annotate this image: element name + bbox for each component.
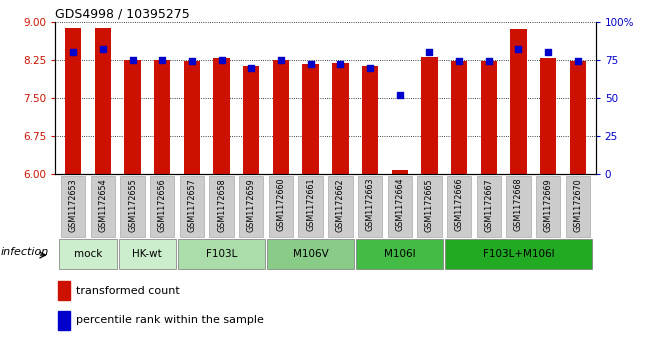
Text: GSM1172664: GSM1172664	[395, 178, 404, 232]
Bar	[332, 64, 348, 174]
FancyBboxPatch shape	[210, 175, 234, 237]
FancyBboxPatch shape	[387, 175, 412, 237]
Bar	[65, 28, 81, 174]
Text: GSM1172663: GSM1172663	[365, 178, 374, 232]
Text: GSM1172665: GSM1172665	[425, 178, 434, 232]
Bar	[362, 66, 378, 174]
Text: GSM1172668: GSM1172668	[514, 178, 523, 232]
Bar	[124, 60, 141, 174]
FancyBboxPatch shape	[298, 175, 323, 237]
Bar	[510, 29, 527, 174]
Text: GSM1172654: GSM1172654	[98, 178, 107, 232]
FancyBboxPatch shape	[447, 175, 471, 237]
Bar	[421, 57, 437, 174]
Point	[573, 58, 583, 64]
FancyBboxPatch shape	[328, 175, 352, 237]
Point	[484, 58, 494, 64]
FancyBboxPatch shape	[59, 239, 117, 269]
Point	[98, 46, 108, 52]
Text: GSM1172661: GSM1172661	[306, 178, 315, 232]
FancyBboxPatch shape	[178, 239, 265, 269]
FancyBboxPatch shape	[180, 175, 204, 237]
Bar	[303, 64, 319, 174]
Text: GSM1172653: GSM1172653	[68, 178, 77, 232]
Text: GSM1172657: GSM1172657	[187, 178, 197, 232]
FancyBboxPatch shape	[120, 175, 145, 237]
Text: GSM1172662: GSM1172662	[336, 178, 345, 232]
Text: percentile rank within the sample: percentile rank within the sample	[76, 315, 264, 325]
FancyBboxPatch shape	[445, 239, 592, 269]
FancyBboxPatch shape	[267, 239, 354, 269]
FancyBboxPatch shape	[566, 175, 590, 237]
Text: GSM1172666: GSM1172666	[454, 178, 464, 232]
Text: M106I: M106I	[384, 249, 415, 259]
Text: GSM1172669: GSM1172669	[544, 178, 553, 232]
Point	[68, 49, 78, 55]
Bar	[94, 28, 111, 174]
FancyBboxPatch shape	[356, 239, 443, 269]
Text: GSM1172660: GSM1172660	[277, 178, 286, 232]
Point	[216, 57, 227, 63]
Point	[128, 57, 138, 63]
Bar	[570, 61, 586, 174]
Text: HK-wt: HK-wt	[133, 249, 162, 259]
Bar	[154, 60, 171, 174]
FancyBboxPatch shape	[90, 175, 115, 237]
Text: M106V: M106V	[293, 249, 329, 259]
FancyBboxPatch shape	[150, 175, 174, 237]
Bar	[214, 58, 230, 174]
Text: GSM1172656: GSM1172656	[158, 178, 167, 232]
Bar	[273, 60, 289, 174]
FancyBboxPatch shape	[269, 175, 293, 237]
Text: mock: mock	[74, 249, 102, 259]
Text: GDS4998 / 10395275: GDS4998 / 10395275	[55, 8, 190, 21]
Point	[365, 65, 375, 70]
Point	[157, 57, 167, 63]
Text: F103L+M106I: F103L+M106I	[482, 249, 554, 259]
Text: GSM1172655: GSM1172655	[128, 178, 137, 232]
Point	[276, 57, 286, 63]
FancyBboxPatch shape	[61, 175, 85, 237]
Point	[454, 58, 464, 64]
Text: F103L: F103L	[206, 249, 237, 259]
Point	[543, 49, 553, 55]
Point	[424, 49, 435, 55]
FancyBboxPatch shape	[417, 175, 441, 237]
FancyBboxPatch shape	[239, 175, 264, 237]
Text: GSM1172658: GSM1172658	[217, 178, 226, 232]
Point	[335, 62, 346, 68]
Bar	[58, 311, 70, 330]
FancyBboxPatch shape	[536, 175, 561, 237]
Bar	[540, 58, 557, 174]
Bar	[391, 170, 408, 174]
Bar	[451, 61, 467, 174]
Bar	[184, 61, 200, 174]
Text: GSM1172667: GSM1172667	[484, 178, 493, 232]
Bar	[243, 66, 260, 174]
Point	[305, 62, 316, 68]
Point	[395, 92, 405, 98]
Point	[246, 65, 256, 70]
Bar	[58, 281, 70, 300]
FancyBboxPatch shape	[506, 175, 531, 237]
FancyBboxPatch shape	[358, 175, 382, 237]
Text: infection: infection	[1, 248, 49, 257]
Point	[513, 46, 523, 52]
FancyBboxPatch shape	[118, 239, 176, 269]
Text: transformed count: transformed count	[76, 286, 180, 296]
FancyBboxPatch shape	[477, 175, 501, 237]
Bar	[480, 61, 497, 174]
Text: GSM1172670: GSM1172670	[574, 178, 583, 232]
Text: GSM1172659: GSM1172659	[247, 178, 256, 232]
Point	[187, 58, 197, 64]
